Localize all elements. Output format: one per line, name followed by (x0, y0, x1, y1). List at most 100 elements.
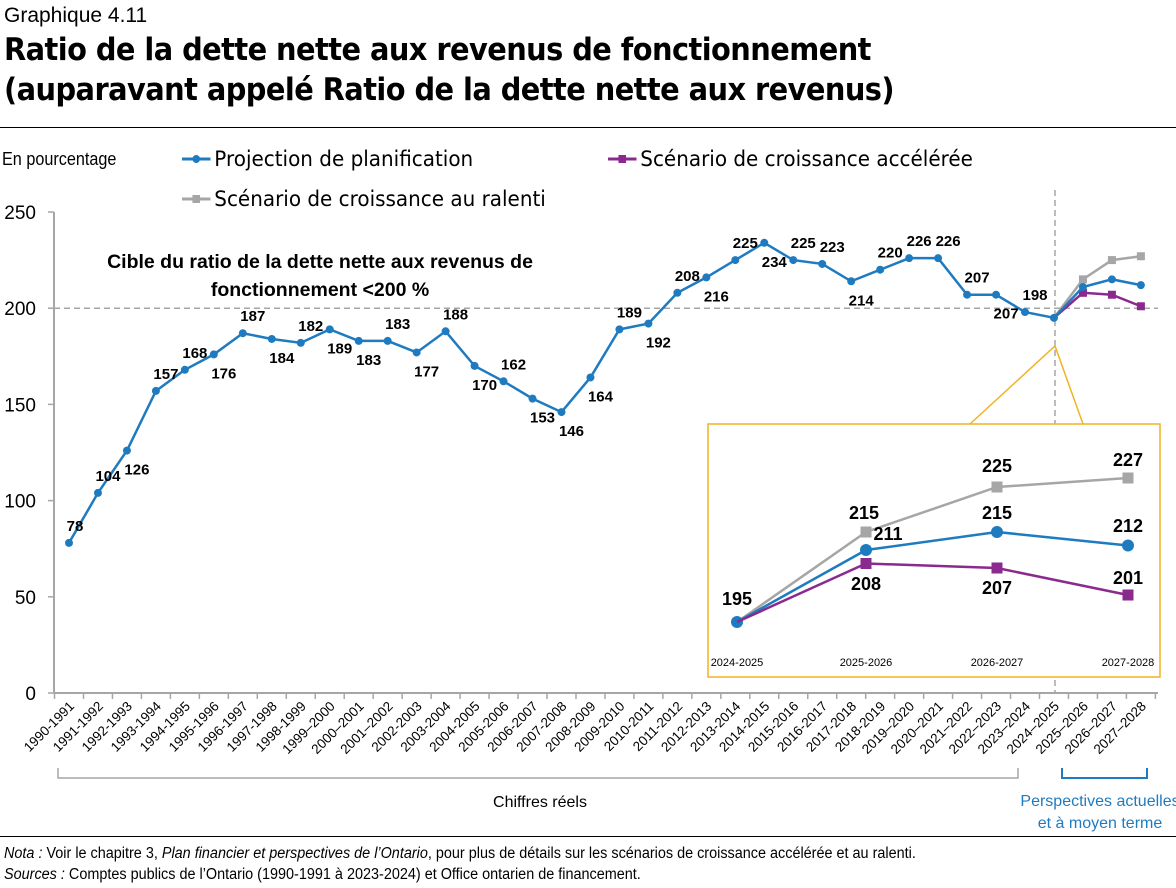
data-label: 183 (385, 316, 410, 333)
divider (0, 127, 1176, 128)
data-label: 182 (298, 318, 323, 335)
planning-point (354, 336, 363, 345)
fast-point (1136, 302, 1145, 311)
data-label: 184 (269, 350, 295, 367)
inset-data-label: 195 (722, 589, 752, 609)
data-label: 176 (211, 365, 236, 382)
target-label: fonctionnement <200 % (211, 279, 429, 301)
y-tick-label: 0 (25, 684, 36, 705)
data-label: 226 (936, 233, 961, 250)
data-label: 78 (67, 518, 84, 535)
legend-planning: Projection de planification (182, 147, 473, 171)
inset-planning-point (991, 526, 1003, 538)
legend-circle-marker-icon (182, 155, 211, 163)
line-chart: 0501001502002501990-19911991-19921992-19… (4, 190, 1176, 832)
data-label: 208 (675, 268, 700, 285)
planning-point (1107, 275, 1116, 284)
data-label: 216 (704, 288, 729, 305)
chart-title: Ratio de la dette nette aux revenus de f… (4, 30, 895, 110)
planning-point (934, 254, 943, 263)
planning-point (905, 254, 914, 263)
sources-text: Comptes publics de l’Ontario (1990-1991 … (64, 866, 641, 883)
data-label: 207 (994, 306, 1019, 323)
planning-point (992, 290, 1001, 299)
outlook-bracket (1061, 768, 1148, 779)
y-tick-label: 250 (4, 203, 36, 224)
legend-slow: Scénario de croissance au ralenti (182, 187, 546, 211)
data-label: 226 (907, 233, 932, 250)
chart-number: Graphique 4.11 (4, 4, 148, 27)
slow-point (1078, 275, 1087, 284)
planning-point (586, 373, 595, 382)
y-tick-label: 50 (15, 588, 36, 609)
data-label: 225 (733, 235, 758, 252)
planning-point (702, 273, 711, 282)
data-label: 170 (472, 377, 497, 394)
inset-planning-point (1122, 539, 1134, 552)
inset-box (707, 423, 1161, 678)
data-label: 189 (327, 340, 352, 357)
legend-label: Scénario de croissance accélérée (640, 147, 973, 171)
inset-planning-point (860, 544, 872, 556)
planning-point (1136, 281, 1145, 290)
planning-point (1049, 313, 1058, 322)
legend-fast: Scénario de croissance accélérée (608, 147, 973, 171)
y-tick-label: 150 (4, 395, 36, 416)
inset-slow-line (736, 476, 1129, 624)
inset-data-label: 225 (982, 456, 1012, 476)
sources: Sources : Comptes publics de l’Ontario (… (4, 866, 641, 884)
planning-point (441, 327, 450, 336)
data-label: 223 (820, 239, 845, 256)
title-line-2: (auparavant appelé Ratio de la dette net… (4, 72, 895, 108)
inset-data-label: 215 (849, 503, 879, 523)
legend-square-marker-icon (182, 195, 211, 203)
planning-point (731, 256, 740, 265)
planning-point (673, 288, 682, 297)
outlook-label: Perspectives actuelles (1020, 793, 1176, 810)
planning-point (876, 265, 885, 274)
inset-slow-point (1122, 472, 1134, 484)
data-label: 168 (182, 345, 207, 362)
planning-point (470, 361, 479, 370)
data-label: 192 (646, 335, 671, 352)
planning-point (1021, 308, 1030, 317)
y-axis-unit: En pourcentage (2, 149, 117, 169)
inset-data-label: 212 (1113, 516, 1143, 536)
sources-label: Sources : (4, 866, 65, 883)
legend-label: Scénario de croissance au ralenti (214, 187, 546, 211)
fast-point (1107, 290, 1116, 299)
slow-point (1136, 252, 1145, 261)
planning-point (818, 259, 827, 268)
data-label: 104 (95, 468, 121, 485)
inset-fast-line (736, 562, 1129, 624)
data-label: 157 (153, 366, 178, 383)
fast-line (1053, 291, 1142, 319)
data-label: 183 (356, 352, 381, 369)
planning-point (1078, 283, 1087, 292)
planning-point (557, 408, 566, 417)
note-text: , pour plus de détails sur les scénarios… (427, 845, 916, 862)
inset-data-label: 211 (873, 524, 902, 544)
inset-data-label: 207 (982, 578, 1012, 598)
planning-point (847, 277, 856, 286)
inset-x-label: 2024-2025 (711, 657, 764, 669)
inset-data-label: 208 (851, 574, 881, 594)
data-label: 162 (501, 356, 526, 373)
planning-point (93, 488, 102, 497)
planning-point (615, 325, 624, 334)
planning-line (67, 241, 1142, 544)
planning-point (499, 377, 508, 386)
data-label: 234 (762, 254, 788, 271)
data-label: 207 (965, 270, 990, 287)
y-tick-label: 200 (4, 299, 36, 320)
inset-data-label: 215 (982, 503, 1012, 523)
data-label: 164 (588, 388, 614, 405)
planning-point (789, 256, 798, 265)
planning-point (180, 365, 189, 374)
planning-point (122, 446, 131, 455)
inset-data-label: 201 (1113, 568, 1143, 588)
fast-point (1078, 288, 1087, 297)
planning-point (325, 325, 334, 334)
inset-slow-point (860, 526, 872, 538)
data-label: 153 (530, 410, 555, 427)
